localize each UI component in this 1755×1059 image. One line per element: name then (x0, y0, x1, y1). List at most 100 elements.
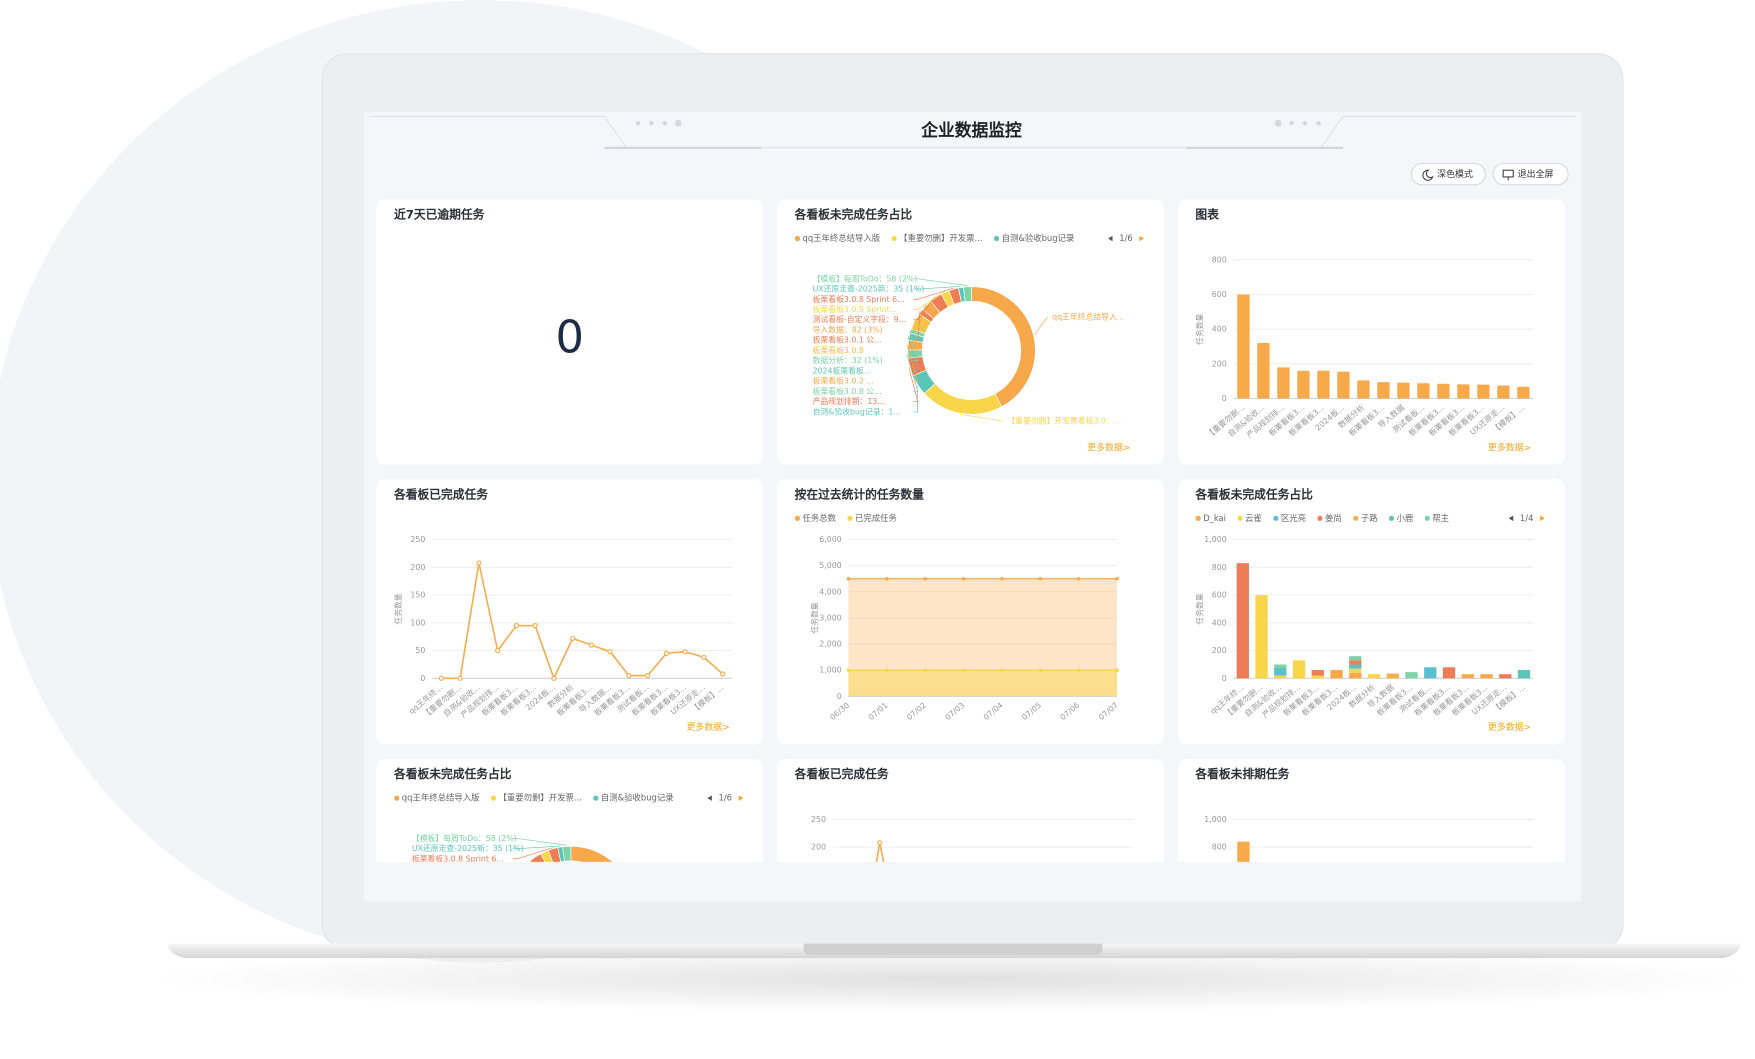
panel-title: 各看板未完成任务占比 (1194, 487, 1313, 501)
slice-label: 【重要勿删】开发票看板3.0：... (1007, 415, 1121, 425)
pager-next[interactable] (1540, 515, 1545, 522)
legend-label[interactable]: 小鹿 (1397, 513, 1414, 523)
legend-dot[interactable] (993, 235, 1000, 242)
bar-segment (1424, 667, 1437, 679)
legend-label[interactable]: 自测&验收bug记录 (601, 793, 674, 803)
legend-dot[interactable] (1237, 515, 1243, 521)
legend-label[interactable]: D_kai (1203, 513, 1226, 523)
bar-segment (1274, 667, 1287, 671)
bar-segment (1349, 660, 1362, 665)
bar-segment (1274, 670, 1287, 676)
line (441, 562, 724, 681)
legend-label[interactable]: 帮主 (1432, 513, 1449, 523)
line-point (846, 668, 851, 672)
legend-dot[interactable] (394, 795, 400, 801)
legend-label[interactable]: qq王年终总结导入版 (402, 793, 480, 803)
laptop-shadow (145, 945, 1755, 1014)
legend-dot[interactable] (794, 515, 801, 521)
legend-dot[interactable] (1388, 515, 1395, 521)
laptop-notch (803, 943, 1103, 955)
button-bg[interactable] (1410, 162, 1486, 186)
more-link[interactable]: 更多数据> (1488, 721, 1531, 733)
pager-prev[interactable] (707, 795, 712, 801)
more-link[interactable]: 更多数据> (687, 721, 730, 733)
bar-segment (1292, 660, 1306, 679)
button-label[interactable]: 深色模式 (1437, 168, 1473, 180)
button-bg[interactable] (1492, 162, 1569, 186)
exit-fullscreen-button[interactable]: 退出全屏 (1492, 162, 1569, 186)
bar (1477, 384, 1490, 399)
legend-label[interactable]: 云雀 (1245, 513, 1262, 523)
line-point (1076, 668, 1081, 672)
more-link[interactable]: 更多数据> (1488, 441, 1531, 453)
pager-next[interactable] (1139, 235, 1144, 242)
y-tick-label: 0 (1222, 674, 1227, 683)
line-point (961, 576, 966, 581)
legend-dot[interactable] (490, 795, 497, 801)
slice-label: 2024板栗看板... (813, 365, 872, 375)
legend-dot[interactable] (1195, 515, 1201, 521)
bar-segment (1517, 670, 1531, 679)
legend-label[interactable]: 【重要勿删】开发票... (498, 793, 581, 803)
y-tick-label: 150 (410, 591, 425, 600)
legend-label[interactable]: 子路 (1361, 513, 1378, 523)
panel: 各看板已完成任务 200 250 (776, 758, 1165, 862)
pager-prev[interactable] (1108, 235, 1113, 242)
slice-label: 板栗看板3.0.9 Sprint... (813, 304, 898, 314)
line-point (701, 654, 707, 660)
line-point (1115, 576, 1119, 581)
legend-dot[interactable] (891, 235, 897, 242)
legend-label[interactable]: 姜尚 (1325, 513, 1342, 523)
legend-label[interactable]: 区光亮 (1281, 513, 1306, 523)
button-label[interactable]: 退出全屏 (1518, 168, 1554, 180)
panel-bg (376, 199, 764, 465)
label-leader (913, 310, 921, 341)
bar (1237, 294, 1250, 399)
line-point (923, 668, 927, 672)
slice-label: UX还原走查-2025新：35 (1%) (412, 843, 524, 853)
label-leader (960, 414, 1003, 422)
label-leader (913, 296, 936, 321)
legend-dot[interactable] (1273, 515, 1279, 521)
label-leader (913, 291, 945, 310)
legend-label[interactable]: 【重要勿删】开发票... (899, 233, 982, 243)
y-tick-label: 250 (410, 535, 425, 544)
panel-title: 各看板未完成任务占比 (393, 767, 512, 781)
pager-prev[interactable] (1508, 515, 1514, 522)
legend-dot[interactable] (794, 235, 801, 242)
slice-label: 板栗看板3.0.8 公... (813, 386, 882, 396)
panel-bg (776, 758, 1165, 862)
legend-dot[interactable] (847, 515, 853, 521)
slice-label: 导入数据：82 (3%) (813, 324, 883, 334)
legend-label[interactable]: qq王年终总结导入版 (803, 233, 881, 243)
bar (1377, 382, 1390, 399)
legend-label[interactable]: 自测&验收bug记录 (1002, 233, 1075, 243)
label-leader (913, 286, 961, 290)
slice-label: 自测&验收bug记录：1... (813, 406, 901, 416)
y-tick-label: 0 (837, 692, 842, 701)
bar-segment (1349, 668, 1362, 673)
line-point (513, 623, 519, 629)
legend-dot[interactable] (1353, 515, 1359, 521)
line-point (884, 668, 889, 672)
dark-mode-button[interactable]: 深色模式 (1410, 162, 1486, 186)
bar-segment (1349, 656, 1362, 661)
y-tick-label: 200 (1212, 646, 1227, 655)
bar (1517, 386, 1530, 399)
line-point (663, 650, 669, 656)
pager-next[interactable] (738, 795, 744, 801)
legend-dot[interactable] (1424, 515, 1430, 521)
legend-dot[interactable] (593, 795, 599, 801)
more-link[interactable]: 更多数据> (1087, 441, 1130, 453)
legend-dot[interactable] (1317, 515, 1323, 521)
legend-label[interactable]: 已完成任务 (855, 513, 897, 523)
label-leader (512, 847, 553, 860)
bar (1317, 370, 1330, 399)
pager-text: 1/6 (1119, 233, 1132, 243)
legend-label[interactable]: 任务总数 (803, 513, 837, 523)
slice-label: 板栗看板3.0.8 Sprint 6... (412, 853, 504, 863)
bar-segment (1349, 664, 1362, 669)
slice-label: qq王年终总结导入... (1052, 311, 1124, 321)
panel-title: 各看板已完成任务 (393, 487, 488, 501)
